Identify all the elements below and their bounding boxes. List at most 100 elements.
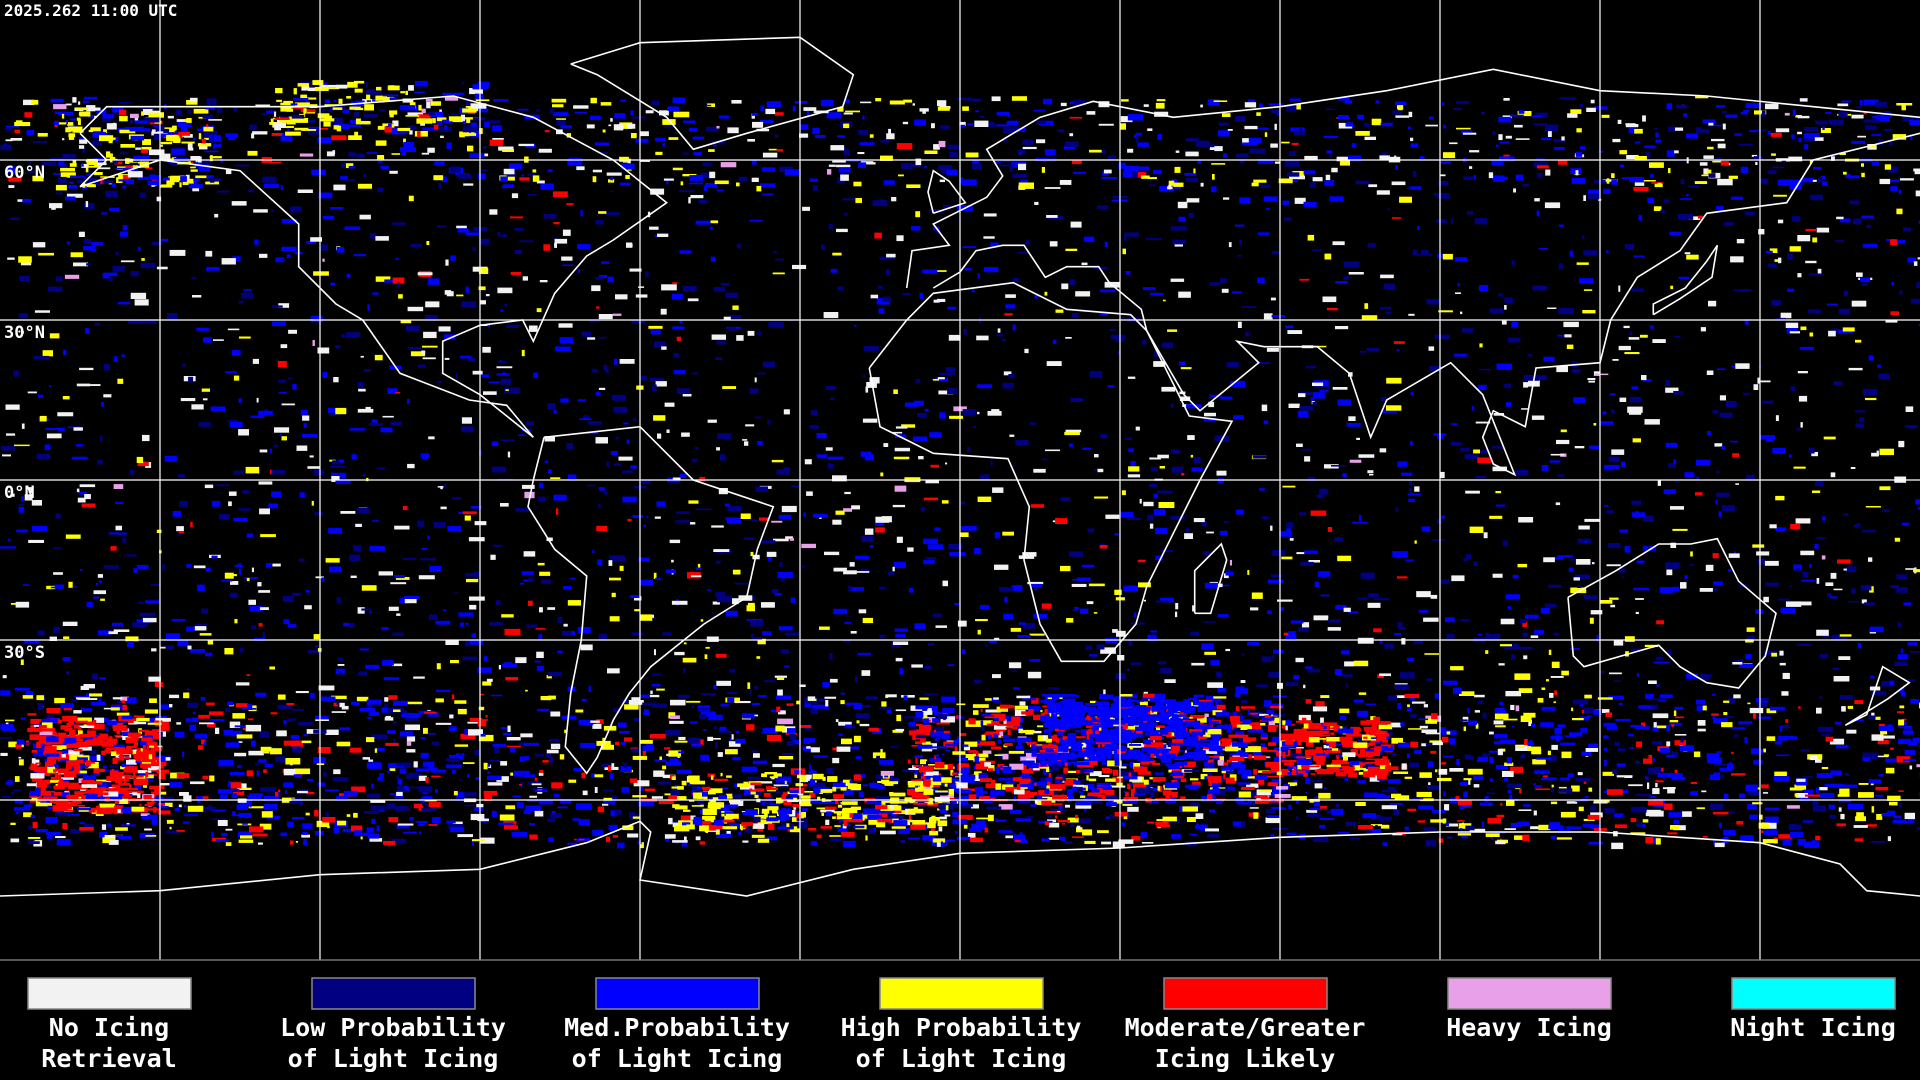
icing-patch [262, 751, 270, 754]
icing-patch [90, 701, 106, 706]
icing-patch [1837, 103, 1849, 107]
icing-patch [1353, 699, 1364, 703]
icing-patch [1449, 142, 1458, 145]
icing-patch [1797, 235, 1811, 242]
icing-patch [1013, 687, 1020, 690]
icing-patch [1473, 784, 1480, 788]
icing-patch [713, 286, 726, 292]
icing-patch [400, 320, 412, 324]
icing-patch [1009, 434, 1015, 437]
icing-patch [204, 484, 214, 489]
icing-patch [1356, 710, 1369, 717]
icing-patch [1267, 610, 1272, 614]
icing-patch [1553, 147, 1565, 151]
icing-patch [13, 370, 19, 377]
icing-patch [691, 575, 702, 578]
icing-patch [1869, 626, 1884, 633]
icing-patch [1611, 842, 1624, 850]
icing-patch [1143, 104, 1149, 107]
icing-patch [687, 298, 699, 302]
icing-patch [20, 659, 24, 665]
icing-patch [1314, 783, 1323, 789]
icing-patch [1347, 611, 1359, 614]
icing-patch [1619, 164, 1625, 167]
icing-patch [199, 722, 214, 725]
icing-patch [229, 772, 245, 776]
icing-patch [1909, 119, 1920, 126]
icing-patch [1230, 380, 1246, 388]
icing-patch [1507, 789, 1512, 794]
icing-patch [359, 707, 376, 712]
icing-patch [1670, 542, 1677, 548]
icing-patch [1651, 741, 1663, 745]
icing-patch [1105, 816, 1110, 819]
icing-patch [1697, 728, 1706, 732]
icing-patch [1828, 119, 1845, 125]
icing-patch [1612, 359, 1619, 361]
icing-patch [1335, 803, 1339, 808]
icing-patch [892, 431, 903, 434]
icing-patch [863, 346, 879, 351]
icing-patch [1242, 142, 1258, 146]
icing-patch [1902, 730, 1913, 735]
icing-patch [514, 250, 522, 255]
icing-patch [1514, 124, 1523, 128]
icing-patch [254, 637, 265, 641]
icing-patch [1462, 132, 1477, 135]
icing-patch [1100, 543, 1105, 546]
icing-patch [606, 172, 622, 176]
icing-patch [1875, 101, 1888, 107]
icing-patch [1724, 716, 1734, 718]
icing-patch [366, 152, 378, 154]
icing-patch [932, 379, 939, 381]
icing-patch [1898, 802, 1902, 808]
icing-patch [1444, 804, 1450, 811]
icing-patch [81, 503, 96, 508]
icing-patch [858, 130, 868, 135]
icing-patch [1712, 715, 1715, 720]
icing-patch [1885, 758, 1897, 763]
icing-patch [251, 133, 255, 139]
icing-patch [1467, 708, 1470, 714]
icing-patch [1725, 401, 1737, 408]
icing-patch [1102, 171, 1109, 176]
icing-patch [1057, 809, 1060, 813]
icing-patch [1711, 713, 1719, 716]
icing-patch [1247, 570, 1250, 575]
icing-patch [1734, 133, 1743, 136]
icing-patch [595, 437, 608, 444]
icing-patch [1837, 559, 1851, 564]
icing-patch [1496, 363, 1513, 370]
icing-patch [850, 631, 857, 634]
icing-patch [86, 263, 91, 266]
icing-patch [149, 698, 157, 703]
icing-patch [1785, 601, 1802, 607]
icing-patch [1432, 539, 1446, 541]
icing-patch [430, 769, 446, 773]
icing-patch [369, 545, 385, 551]
icing-patch [423, 331, 437, 339]
icing-patch [269, 666, 275, 670]
icing-patch [1367, 602, 1381, 608]
icing-patch [1643, 379, 1652, 382]
icing-patch [927, 822, 936, 829]
icing-patch [1716, 105, 1726, 108]
icing-patch [1225, 648, 1231, 652]
icing-patch [886, 253, 896, 258]
icing-patch [827, 463, 834, 469]
icing-patch [1696, 699, 1706, 705]
icing-patch [408, 772, 422, 775]
icing-patch [407, 112, 424, 116]
icing-patch [1617, 119, 1622, 124]
icing-patch [1712, 410, 1719, 414]
icing-patch [1861, 215, 1874, 219]
icing-patch [1590, 824, 1600, 830]
icing-patch [502, 149, 514, 152]
icing-patch [651, 100, 659, 106]
icing-patch [1554, 690, 1557, 695]
icing-patch [205, 567, 211, 572]
icing-patch [967, 446, 971, 453]
icing-patch [1788, 156, 1803, 162]
icing-patch [464, 728, 468, 735]
icing-patch [1072, 608, 1078, 612]
